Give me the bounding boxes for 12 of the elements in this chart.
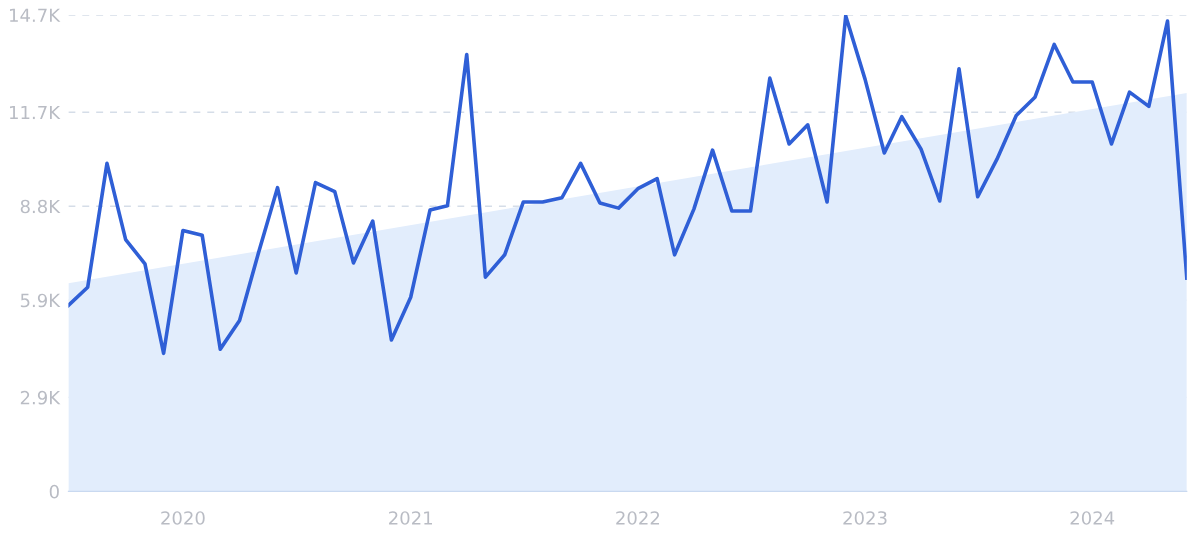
x-tick-label: 2022: [616, 511, 660, 525]
y-tick-label: 0: [49, 484, 59, 499]
x-tick-label: 2021: [389, 511, 433, 525]
x-tick-label: 2023: [843, 511, 887, 525]
y-tick-label: 14.7K: [10, 8, 61, 22]
x-tick-label: 2024: [1070, 511, 1115, 525]
y-tick-label: 11.7K: [10, 105, 61, 120]
line-series: [68, 14, 1187, 356]
x-tick-label: 2020: [161, 511, 205, 525]
y-tick-label: 2.9K: [20, 390, 61, 405]
y-tick-label: 8.8K: [20, 199, 61, 214]
y-tick-label: 5.9K: [20, 293, 61, 308]
